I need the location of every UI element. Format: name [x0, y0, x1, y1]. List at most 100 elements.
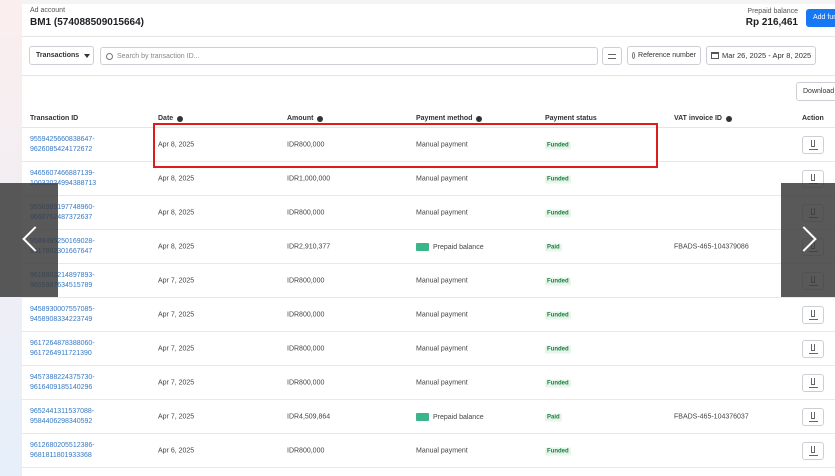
table-row: 9652441311537088- 9584406298340592 Apr 7,… — [22, 400, 835, 434]
payment-method-cell: Manual payment — [416, 345, 468, 352]
transaction-id-part[interactable]: 9681811801933368 — [30, 451, 92, 459]
previous-arrow-button[interactable] — [0, 183, 58, 297]
date-cell: Apr 7, 2025 — [158, 277, 195, 284]
payment-method-cell: Manual payment — [416, 277, 468, 284]
transaction-id-part[interactable]: 9584406298340592 — [30, 417, 93, 425]
amount-cell: IDR2,910,377 — [287, 243, 331, 250]
reference-number-button[interactable]: Reference number — [627, 46, 701, 65]
add-funds-button[interactable]: Add funds — [806, 9, 835, 27]
download-receipt-button[interactable] — [802, 442, 824, 460]
status-badge: Funded — [545, 345, 571, 353]
payment-method-label: Manual payment — [416, 311, 468, 318]
transaction-id-link[interactable]: 9457388224375730- 9616409185140296 — [30, 373, 95, 393]
divider — [22, 127, 835, 128]
transaction-id-part[interactable]: 10032024994388713 — [30, 179, 97, 187]
status-badge: Paid — [545, 413, 562, 421]
transaction-id-link[interactable]: 9612680205512386- 9681811801933368 — [30, 441, 95, 461]
transaction-id-part[interactable]: 9616409185140296 — [30, 383, 93, 391]
table-row: 9559425660838647- 9626085424172672 Apr 8,… — [22, 128, 835, 162]
info-icon[interactable] — [317, 115, 324, 122]
transaction-id-link[interactable]: 9465607466887139- 10032024994388713 — [30, 169, 96, 189]
vat-invoice-cell: FBADS-465-104376037 — [674, 413, 749, 420]
next-arrow-button[interactable] — [781, 183, 835, 297]
date-cell: Apr 8, 2025 — [158, 175, 195, 182]
date-range-label: Mar 26, 2025 - Apr 8, 2025 — [722, 51, 812, 60]
date-cell: Apr 8, 2025 — [158, 209, 195, 216]
date-cell: Apr 7, 2025 — [158, 311, 195, 318]
download-receipt-button[interactable] — [802, 408, 824, 426]
column-header-payment-method[interactable]: Payment method — [416, 115, 483, 122]
date-cell: Apr 7, 2025 — [158, 413, 195, 420]
payment-status-cell: Funded — [545, 379, 571, 387]
transaction-id-part[interactable]: 9465607466887139- — [30, 169, 95, 177]
column-header-transaction-id[interactable]: Transaction ID — [30, 115, 78, 122]
payment-status-cell: Funded — [545, 311, 571, 319]
transaction-id-link[interactable]: 9618803214897893- 9655987634515789 — [30, 271, 95, 291]
transaction-id-link[interactable]: 9652441311537088- 9584406298340592 — [30, 407, 94, 427]
payment-method-label: Manual payment — [416, 345, 468, 352]
transaction-id-part[interactable]: 9617802301667647 — [30, 247, 93, 255]
download-icon — [811, 412, 815, 419]
transaction-id-part[interactable]: 9618803214897893- — [30, 271, 95, 279]
download-icon-base — [809, 149, 818, 150]
payment-status-cell: Paid — [545, 413, 562, 421]
chevron-left-icon — [22, 226, 48, 252]
transaction-id-part[interactable]: 9612680205512386- — [30, 441, 95, 449]
transaction-type-select[interactable]: Transactions — [29, 46, 94, 65]
amount-cell: IDR800,000 — [287, 209, 325, 216]
transaction-id-part[interactable]: 9589495250169028- — [30, 237, 95, 245]
payment-method-label: Manual payment — [416, 141, 468, 148]
payment-method-cell: Prepaid balance — [416, 242, 484, 251]
transaction-id-part[interactable]: 9457388224375730- — [30, 373, 95, 381]
download-receipt-button[interactable] — [802, 340, 824, 358]
transaction-id-link[interactable]: 9617264878388060- 9617264911721390 — [30, 339, 95, 359]
status-badge: Funded — [545, 209, 571, 217]
amount-cell: IDR800,000 — [287, 141, 325, 148]
account-label: Ad account — [30, 7, 66, 14]
status-badge: Funded — [545, 141, 571, 149]
main-panel: Ad account BM1 (574088509015664) Prepaid… — [22, 0, 835, 476]
transaction-id-link[interactable]: 9589495250169028- 9617802301667647 — [30, 237, 95, 257]
payment-status-cell: Funded — [545, 277, 571, 285]
download-icon — [811, 446, 815, 453]
transaction-type-label: Transactions — [36, 52, 80, 59]
download-receipt-button[interactable] — [802, 374, 824, 392]
download-icon — [811, 310, 815, 317]
search-input[interactable]: Search by transaction ID... — [100, 47, 598, 65]
transaction-id-link[interactable]: 9458930007557085- 9458908334223749 — [30, 305, 95, 325]
download-receipt-button[interactable] — [802, 136, 824, 154]
header-label: Amount — [287, 115, 314, 122]
transaction-id-link[interactable]: 9556989197748960- 9660752487372637 — [30, 203, 95, 223]
transaction-id-part[interactable]: 9652441311537088- — [30, 407, 95, 415]
transaction-id-part[interactable]: 9655987634515789 — [30, 281, 93, 289]
transaction-id-part[interactable]: 9617264911721390 — [30, 349, 92, 357]
transaction-id-part[interactable]: 9458930007557085- — [30, 305, 95, 313]
info-icon[interactable] — [476, 115, 483, 122]
download-receipt-button[interactable] — [802, 306, 824, 324]
balance-label: Prepaid balance — [747, 8, 798, 15]
transaction-id-part[interactable]: 9559425660838647- — [30, 135, 95, 143]
transaction-id-part[interactable]: 9617264878388060- — [30, 339, 95, 347]
calendar-icon — [711, 52, 719, 59]
column-header-vat-invoice[interactable]: VAT invoice ID — [674, 115, 732, 122]
column-header-date[interactable]: Date — [158, 115, 184, 122]
transaction-id-part[interactable]: 9660752487372637 — [30, 213, 93, 221]
payment-status-cell: Funded — [545, 175, 571, 183]
wallet-icon — [416, 412, 429, 421]
date-range-picker[interactable]: Mar 26, 2025 - Apr 8, 2025 — [706, 46, 817, 65]
transaction-id-part[interactable]: 9458908334223749 — [30, 315, 93, 323]
payment-method-label: Manual payment — [416, 175, 468, 182]
transaction-id-link[interactable]: 9559425660838647- 9626085424172672 — [30, 135, 95, 155]
transaction-id-part[interactable]: 9626085424172672 — [30, 145, 93, 153]
download-button[interactable]: Download — [796, 82, 835, 101]
column-header-amount[interactable]: Amount — [287, 115, 324, 122]
table-row: 9556989197748960- 9660752487372637 Apr 8,… — [22, 196, 835, 230]
payment-method-label: Manual payment — [416, 447, 468, 454]
info-icon[interactable] — [177, 115, 184, 122]
filter-settings-button[interactable] — [602, 47, 622, 65]
search-icon — [106, 52, 113, 60]
transaction-id-part[interactable]: 9556989197748960- — [30, 203, 95, 211]
column-header-action: Action — [802, 115, 824, 122]
info-icon[interactable] — [725, 115, 732, 122]
column-header-payment-status[interactable]: Payment status — [545, 115, 597, 122]
